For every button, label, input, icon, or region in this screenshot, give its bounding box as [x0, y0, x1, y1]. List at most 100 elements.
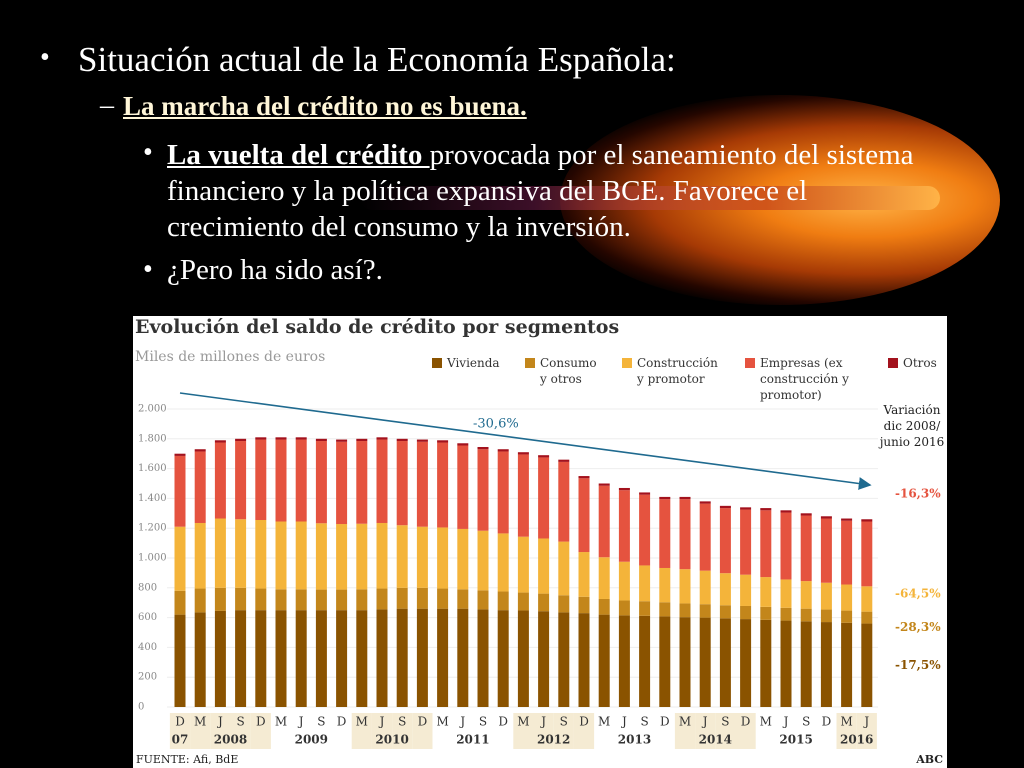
year-label: 2010	[375, 733, 408, 747]
x-tick-label: S	[802, 715, 810, 729]
trend-label: -30,6%	[473, 417, 519, 432]
source: FUENTE: Afi, BdE	[136, 753, 239, 766]
bar-segment	[719, 573, 731, 606]
bar-segment	[214, 442, 226, 519]
bar-segment	[416, 441, 428, 527]
dash: –	[100, 90, 114, 121]
x-tick-label: M	[679, 715, 691, 729]
bar-segment	[538, 538, 550, 594]
bar-segment	[376, 609, 388, 707]
bar-segment	[356, 441, 368, 524]
bar-segment	[639, 492, 651, 495]
bar-segment	[760, 606, 772, 620]
chart-svg: 0 200 400 600 800 1.000 1.200 1.400 1.600 1.800 2.…	[138, 392, 941, 749]
bar-segment	[679, 569, 691, 604]
year-label: 2008	[214, 733, 247, 747]
bar-segment	[517, 536, 529, 593]
bar-segment	[477, 449, 489, 531]
bar-segment	[558, 595, 570, 613]
legend-item: Empresas (ex construcción y promotor)	[745, 355, 870, 403]
bar-segment	[659, 602, 671, 617]
bar-segment	[437, 608, 449, 707]
bar-segment	[194, 588, 206, 613]
x-tick-label: J	[297, 715, 304, 729]
bar-segment	[356, 438, 368, 442]
legend-label: Construcción y promotor	[637, 356, 718, 386]
bar-segment	[618, 615, 630, 707]
bar-segment	[275, 589, 287, 611]
credit: ABC	[916, 753, 943, 766]
x-tick-label: M	[194, 715, 206, 729]
variation-label: -17,5%	[895, 658, 941, 672]
bar-segment	[558, 459, 570, 462]
bar-segment	[861, 623, 873, 707]
bar-segment	[699, 604, 711, 618]
bar-segment	[457, 445, 469, 529]
bar-segment	[214, 610, 226, 707]
bar-segment	[477, 446, 489, 450]
bar-segment	[517, 452, 529, 455]
x-tick-label: M	[760, 715, 772, 729]
bar-segment	[255, 520, 267, 589]
x-tick-label: S	[640, 715, 648, 729]
x-tick-label: D	[337, 715, 347, 729]
x-tick-label: J	[620, 715, 627, 729]
bar-segment	[719, 505, 731, 509]
bar-segment	[558, 461, 570, 542]
bar-segment	[235, 519, 247, 588]
bar-segment	[639, 601, 651, 616]
bar-segment	[820, 622, 832, 707]
bar-segment	[255, 439, 267, 521]
bar-segment	[699, 503, 711, 571]
bar-segment	[396, 608, 408, 707]
bar-segment	[315, 438, 327, 442]
x-tick-label: M	[275, 715, 287, 729]
bar-segment	[780, 512, 792, 580]
bar-segment	[437, 588, 449, 609]
year-label: 2015	[779, 733, 812, 747]
bar-segment	[255, 610, 267, 707]
bar-segment	[598, 614, 610, 707]
bar-segment	[800, 621, 812, 707]
y-tick-label: 2.000	[138, 404, 167, 415]
bar-segment	[618, 490, 630, 562]
x-tick-label: J	[782, 715, 789, 729]
x-tick-label: M	[840, 715, 852, 729]
date-band	[674, 713, 696, 749]
bar-segment	[740, 619, 752, 707]
date-band	[169, 713, 191, 749]
bar-segment	[295, 439, 307, 522]
note-line: Variación	[883, 403, 941, 417]
date-band	[250, 713, 271, 749]
subheading: La marcha del crédito no es buena.	[123, 91, 527, 121]
y-tick-label: 1.200	[138, 523, 167, 534]
bar-segment	[578, 552, 590, 597]
legend-label: Vivienda	[447, 356, 500, 370]
bar-segment	[194, 612, 206, 707]
bar-segment	[255, 588, 267, 611]
legend-item: Otros	[888, 355, 948, 371]
bar-segment	[174, 590, 186, 615]
bar-segment	[699, 570, 711, 605]
bar-segment	[416, 439, 428, 442]
note-line: dic 2008/	[883, 419, 941, 433]
bar-segment	[376, 588, 388, 610]
x-tick-label: D	[579, 715, 589, 729]
bar-segment	[740, 509, 752, 575]
bar-segment	[295, 589, 307, 611]
date-band	[856, 713, 877, 749]
bar-segment	[497, 449, 509, 452]
bar-segment	[376, 439, 388, 523]
y-tick-label: 1.400	[138, 493, 167, 504]
bar-segment	[618, 487, 630, 491]
bar-segment	[174, 455, 186, 527]
point-rest: provocada por el saneamiento del sistema…	[167, 139, 914, 243]
date-band	[553, 713, 574, 749]
bar-segment	[396, 441, 408, 526]
bar-segment	[780, 620, 792, 707]
legend-label: Consumo y otros	[540, 356, 597, 386]
bar-segment	[800, 515, 812, 582]
date-band	[371, 713, 393, 749]
bar-segment	[214, 587, 226, 611]
bar-segment	[376, 522, 388, 589]
